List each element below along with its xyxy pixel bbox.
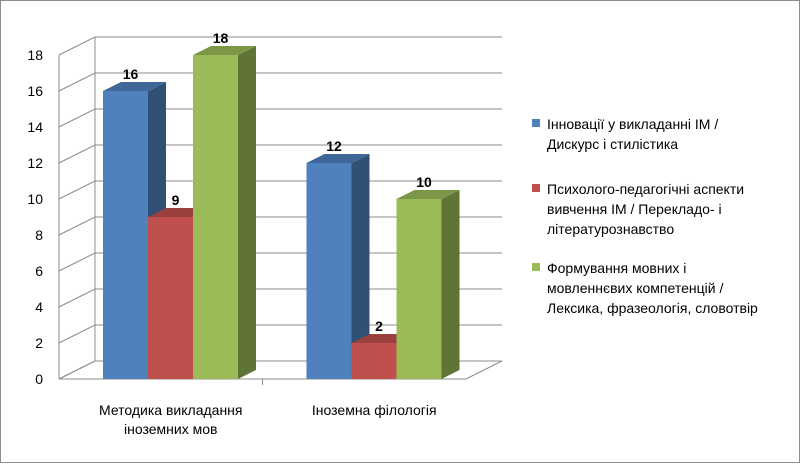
legend-swatch <box>532 263 540 271</box>
legend-label: вивчення ІМ / Перекладо- і <box>547 201 722 217</box>
bar-top <box>396 190 460 199</box>
bar[interactable] <box>193 55 238 379</box>
x-category-label: Іноземна філологія <box>312 402 437 418</box>
legend-label: літературознавство <box>547 221 674 237</box>
bar-top <box>306 154 370 163</box>
y-tick-label: 4 <box>35 299 43 315</box>
data-label: 10 <box>416 174 432 190</box>
legend-label: Психолого-педагогічні аспекти <box>547 181 744 197</box>
legend-label: Дискурс і стилістика <box>547 136 678 152</box>
y-tick-label: 2 <box>35 335 43 351</box>
legend-swatch <box>532 184 540 192</box>
bar-side <box>441 190 460 379</box>
y-tick-label: 14 <box>27 119 43 135</box>
data-label: 16 <box>123 66 139 82</box>
x-category-label: Методика викладання <box>99 402 242 418</box>
bar[interactable] <box>103 91 148 379</box>
bar-top <box>103 82 166 91</box>
x-category-label: іноземних мов <box>124 421 217 437</box>
data-label: 18 <box>213 30 229 46</box>
bar[interactable] <box>306 163 352 379</box>
data-label: 2 <box>375 318 383 334</box>
y-tick-label: 18 <box>27 47 43 63</box>
y-tick-label: 0 <box>35 371 43 387</box>
y-tick-label: 8 <box>35 227 43 243</box>
y-tick-label: 6 <box>35 263 43 279</box>
bar[interactable] <box>351 343 397 379</box>
y-tick-label: 16 <box>27 83 43 99</box>
data-label: 12 <box>326 138 342 154</box>
legend-label: Лексика, фразеологія, словотвір <box>547 300 758 316</box>
bar[interactable] <box>396 199 442 379</box>
y-tick-label: 10 <box>27 191 43 207</box>
legend-label: мовленнєвих компетенцій / <box>547 280 723 296</box>
legend-swatch <box>532 119 540 127</box>
bar-side <box>238 46 256 379</box>
legend-label: Формування мовних і <box>547 260 686 276</box>
bar[interactable] <box>148 217 193 379</box>
data-label: 9 <box>172 192 180 208</box>
bar-top <box>193 46 256 55</box>
legend-label: Інновації у викладанні ІМ / <box>547 116 718 132</box>
y-tick-label: 12 <box>27 155 43 171</box>
bar-side <box>351 154 370 379</box>
